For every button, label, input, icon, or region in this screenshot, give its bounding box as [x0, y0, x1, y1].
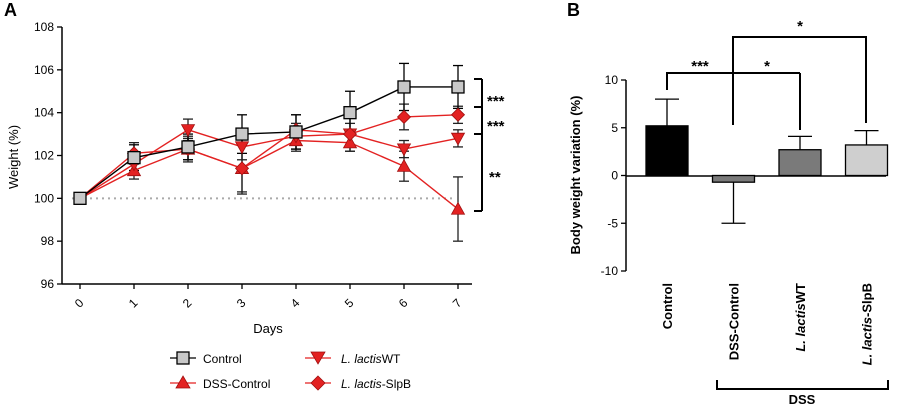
sig-label: *** [487, 118, 505, 135]
panel-a-y-tick-label: 96 [41, 277, 55, 291]
diamond-marker-icon [310, 375, 326, 391]
legend-label-l-lactis-wt: L. lactisWT [341, 352, 401, 366]
sig-label: * [797, 18, 803, 35]
panel-a-x-tick-label: 5 [342, 296, 357, 311]
legend-label-l-lactis-slpb: L. lactis-SlpB [341, 377, 411, 391]
data-point [127, 150, 141, 165]
category-label: L. lactis-SlpB [860, 283, 875, 365]
sig-label: *** [487, 93, 505, 110]
legend: Control DSS-Control L. lactisWT L. lacti… [170, 351, 411, 391]
legend-item-dss-control: DSS-Control [170, 375, 270, 391]
data-point [234, 141, 250, 155]
bar [778, 149, 822, 177]
data-point [450, 107, 466, 122]
bar [844, 144, 889, 177]
panel-a-y-tick-label: 104 [34, 106, 54, 120]
bar [645, 125, 689, 177]
sig-label: * [764, 58, 770, 75]
legend-item-l-lactis-slpb: L. lactis-SlpB [305, 375, 411, 391]
panel-a-y-tick-label: 100 [34, 191, 54, 205]
data-point [451, 80, 465, 94]
data-point [73, 191, 87, 205]
panel-b-letter: B [567, 0, 580, 20]
panel-b-y-tick-label: 5 [611, 121, 618, 135]
data-point [343, 106, 357, 120]
series-line [79, 129, 459, 199]
data-point [235, 127, 249, 141]
series-line [79, 86, 458, 199]
series-markers [73, 80, 465, 205]
data-point [397, 80, 411, 94]
data-point [181, 140, 195, 154]
panel-a: Weight (%) Days *** *** ** 9698100102104… [6, 20, 505, 336]
legend-item-control: Control [170, 351, 242, 366]
dss-group-label: DSS [789, 392, 816, 407]
panel-a-letter: A [4, 0, 17, 20]
series-line [79, 114, 459, 199]
data-point [342, 127, 358, 142]
panel-a-y-tick-label: 102 [34, 149, 54, 163]
square-marker-icon [176, 351, 190, 365]
panel-a-x-tick-label: 1 [126, 296, 141, 311]
data-point [396, 143, 412, 157]
category-label: Control [660, 283, 675, 329]
panel-a-x-tick-label: 4 [288, 296, 303, 311]
panel-a-y-tick-label: 108 [34, 20, 54, 34]
panel-b-y-tick-label: 10 [605, 73, 619, 87]
data-point [396, 158, 412, 172]
data-point [289, 125, 303, 139]
panel-a-x-tick-label: 7 [450, 296, 465, 311]
data-point [342, 135, 358, 149]
panel-b-y-tick-label: -10 [601, 264, 619, 278]
panel-a-x-label: Days [253, 321, 283, 336]
sig-bracket [732, 36, 867, 123]
data-point [396, 109, 412, 125]
panel-a-significance: *** *** ** [474, 78, 505, 212]
panel-a-x-tick-label: 3 [234, 296, 249, 311]
triangle-down-marker-icon [310, 351, 326, 365]
panel-a-y-label: Weight (%) [6, 125, 21, 189]
triangle-up-marker-icon [175, 375, 191, 389]
legend-item-l-lactis-wt: L. lactisWT [305, 351, 401, 366]
data-point [450, 201, 466, 215]
panel-b-significance: *** * * [666, 18, 867, 130]
group-bracket-line [716, 380, 889, 390]
bar [711, 174, 756, 183]
data-point [450, 132, 466, 146]
panel-a-x-tick-label: 2 [180, 296, 195, 311]
panel-a-y-tick-label: 106 [34, 63, 54, 77]
legend-label-dss-control: DSS-Control [203, 377, 270, 391]
category-label: L. lactisWT [793, 283, 808, 352]
panel-b-y-tick-label: -5 [607, 216, 618, 230]
category-label: DSS-Control [727, 283, 742, 360]
panel-a-y-tick-label: 98 [41, 234, 55, 248]
sig-label: *** [691, 58, 709, 75]
panel-b: Body weight variation (%) *** * * DSS -1… [568, 18, 889, 407]
panel-a-x-tick-label: 0 [72, 296, 87, 311]
panel-b-y-label: Body weight variation (%) [568, 96, 583, 255]
data-point [234, 161, 250, 176]
panel-a-x-tick-label: 6 [396, 296, 411, 311]
legend-label-control: Control [203, 352, 242, 366]
sig-label: ** [489, 169, 501, 186]
dss-group-bracket: DSS [716, 380, 889, 407]
panel-b-y-tick-label: 0 [611, 169, 618, 183]
series-line [79, 139, 459, 210]
data-point [180, 124, 196, 138]
